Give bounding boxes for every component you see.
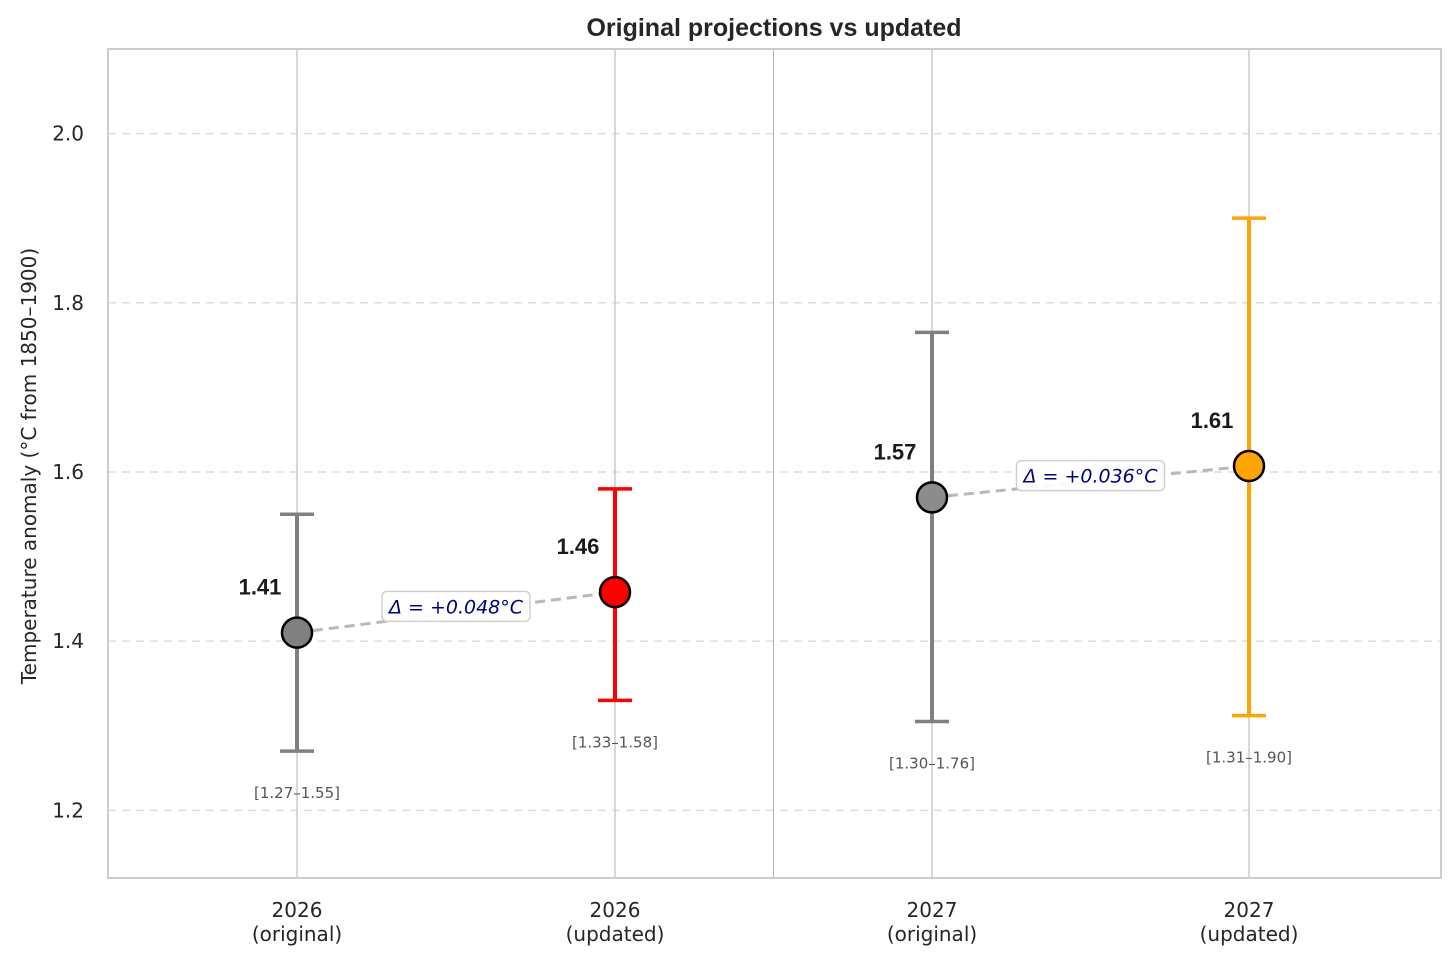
plot-frame [107, 48, 1442, 879]
x-tick-label: 2027 [907, 898, 958, 922]
delta-connector [931, 464, 1250, 499]
text-layer: 1.21.41.61.82.02026(original)2026(update… [52, 122, 1298, 946]
data-point [598, 575, 632, 609]
x-tick-sublabel: (original) [252, 922, 342, 946]
x-tick-sublabel: (updated) [1200, 922, 1299, 946]
delta-box [1015, 459, 1166, 492]
y-tick-label: 2.0 [52, 122, 84, 146]
x-tick-label: 2027 [1224, 898, 1275, 922]
data-point [280, 616, 314, 649]
delta-label: Δ = +0.036°C [1021, 466, 1158, 488]
range-label: [1.30–1.76] [889, 755, 975, 773]
data-point [1232, 449, 1266, 483]
y-tick-label: 1.2 [52, 798, 84, 822]
series-layer [280, 216, 1266, 753]
delta-box [381, 590, 531, 623]
delta-label: Δ = +0.048°C [387, 596, 524, 618]
value-label: 1.46 [557, 534, 600, 559]
range-label: [1.33–1.58] [572, 733, 658, 751]
value-label: 1.41 [239, 575, 282, 600]
y-tick-label: 1.6 [52, 460, 84, 484]
x-tick-sublabel: (updated) [566, 922, 665, 946]
value-label: 1.61 [1191, 408, 1234, 433]
x-tick-label: 2026 [590, 898, 641, 922]
chart-title: Original projections vs updated [586, 14, 961, 42]
y-tick-label: 1.4 [52, 629, 84, 653]
range-label: [1.27–1.55] [254, 784, 340, 802]
range-label: [1.31–1.90] [1206, 749, 1292, 767]
y-tick-label: 1.8 [52, 291, 84, 315]
value-label: 1.57 [874, 439, 917, 464]
y-axis-label: Temperature anomaly (°C from 1850–1900) [17, 248, 41, 685]
x-tick-label: 2026 [272, 898, 323, 922]
x-tick-sublabel: (original) [887, 922, 977, 946]
data-point [915, 481, 949, 514]
